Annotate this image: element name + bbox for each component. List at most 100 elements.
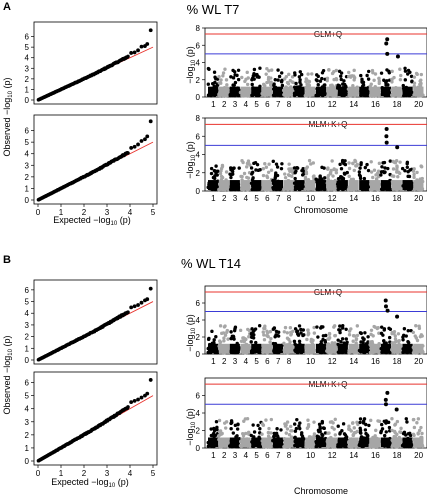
- qq-point: [143, 137, 147, 142]
- peak-point: [395, 314, 400, 319]
- qq-xtick-label: 1: [59, 208, 64, 217]
- snp-point: [374, 428, 378, 433]
- snp-point: [412, 81, 417, 85]
- snp-point: [258, 66, 262, 70]
- snp-base: [305, 86, 316, 96]
- snp-point: [206, 337, 211, 342]
- snp-base: [240, 437, 251, 447]
- snp-base: [326, 86, 338, 96]
- qq-ytick-label: 6: [25, 33, 30, 42]
- snp-point: [340, 160, 345, 164]
- chromosome-band-6: [261, 162, 274, 192]
- snp-point: [344, 327, 348, 331]
- qq-point: [132, 304, 137, 309]
- snp-point: [361, 83, 366, 87]
- chromosome-tick-label: 4: [244, 451, 249, 460]
- snp-base: [294, 343, 305, 353]
- snp-point: [357, 173, 362, 177]
- snp-base: [208, 437, 219, 447]
- chromosome-tick-label: 6: [265, 357, 270, 366]
- snp-point: [275, 427, 279, 431]
- snp-point: [419, 72, 424, 77]
- qq-ylabel-a: Observed −log10 (p): [2, 78, 14, 157]
- peak-point: [394, 407, 399, 412]
- snp-base: [316, 86, 327, 96]
- snp-point: [280, 71, 284, 75]
- chromosome-tick-label: 10: [306, 194, 315, 203]
- snp-point: [288, 78, 292, 83]
- snp-point: [375, 326, 379, 331]
- snp-point: [269, 431, 273, 435]
- snp-point: [303, 175, 308, 180]
- snp-point: [300, 173, 305, 177]
- chromosome-band-9: [292, 70, 305, 98]
- qq-ytick-label: 1: [25, 344, 30, 353]
- snp-point: [271, 159, 275, 164]
- peak-point: [384, 140, 389, 145]
- qq-ytick-label: 5: [25, 43, 30, 52]
- qq-ytick-label: 6: [25, 127, 30, 136]
- chromosome-tick-label: 1: [211, 194, 216, 203]
- snp-point: [275, 165, 280, 169]
- chromosome-band-4: [239, 159, 252, 192]
- snp-point: [318, 79, 323, 83]
- snp-point: [262, 337, 267, 342]
- snp-point: [218, 429, 223, 433]
- snp-point: [353, 158, 357, 163]
- snp-point: [283, 172, 287, 176]
- snp-base: [380, 180, 392, 190]
- chromosome-tick-label: 4: [244, 100, 249, 109]
- qq-xtick-label: 4: [128, 469, 133, 478]
- snp-point: [269, 68, 274, 72]
- snp-point: [260, 432, 264, 436]
- snp-point: [409, 74, 414, 79]
- snp-point: [342, 79, 346, 83]
- snp-point: [207, 67, 211, 71]
- snp-point: [250, 170, 255, 175]
- snp-point: [279, 79, 284, 84]
- chromosome-band-13: [335, 158, 349, 192]
- snp-point: [381, 170, 386, 174]
- qq-point: [129, 400, 134, 405]
- snp-point: [317, 422, 322, 427]
- qq-ytick-label: 5: [25, 392, 30, 401]
- chromosome-band-11: [314, 419, 328, 449]
- chromosome-tick-label: 1: [211, 357, 216, 366]
- snp-point: [406, 329, 410, 333]
- peak-point: [385, 51, 390, 56]
- snp-point: [237, 166, 241, 170]
- snp-point: [222, 339, 226, 343]
- snp-point: [371, 71, 375, 75]
- snp-base: [262, 343, 273, 353]
- snp-point: [245, 175, 249, 180]
- snp-base: [272, 180, 284, 190]
- chromosome-tick-label: 8: [287, 357, 292, 366]
- snp-point: [285, 427, 290, 431]
- snp-point: [388, 327, 393, 331]
- snp-base: [348, 437, 359, 447]
- snp-point: [236, 422, 240, 426]
- snp-point: [347, 70, 351, 75]
- snp-point: [258, 427, 262, 431]
- snp-point: [299, 72, 304, 77]
- snp-point: [264, 165, 269, 169]
- snp-point: [412, 417, 416, 422]
- chromosome-tick-label: 2: [222, 100, 227, 109]
- qq-point: [136, 142, 140, 147]
- qq-frame: [33, 279, 158, 365]
- qq-point: [148, 378, 153, 382]
- snp-point: [283, 325, 288, 330]
- chromosome-tick-label: 2: [222, 194, 227, 203]
- snp-point: [241, 336, 245, 340]
- snp-point: [242, 171, 247, 176]
- chromosome-band-20: [411, 324, 425, 355]
- chromosome-band-12: [325, 68, 339, 98]
- snp-point: [341, 326, 345, 330]
- chromosome-band-11: [314, 68, 327, 98]
- snp-point: [324, 333, 328, 338]
- snp-point: [236, 68, 241, 72]
- snp-point: [209, 166, 214, 171]
- manhattan-ylabel-a-bottom: −log10 (p): [185, 141, 197, 178]
- peak-point: [385, 37, 390, 42]
